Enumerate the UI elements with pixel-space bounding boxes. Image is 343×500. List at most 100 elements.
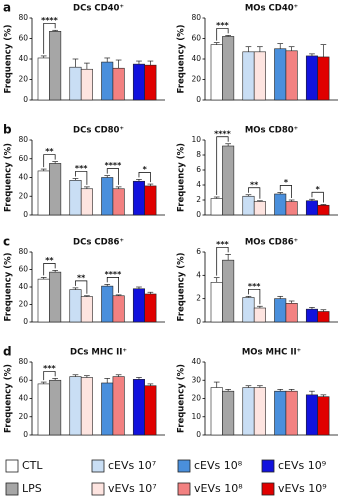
bar bbox=[37, 383, 50, 436]
bar bbox=[144, 64, 157, 101]
bar bbox=[222, 390, 235, 436]
panel-label: b bbox=[3, 123, 12, 137]
bar bbox=[112, 67, 125, 101]
y-tick-label: 80 bbox=[18, 357, 28, 366]
y-tick-label: 20 bbox=[18, 191, 28, 200]
y-tick-label: 80 bbox=[18, 13, 28, 22]
bar bbox=[80, 68, 93, 101]
bar bbox=[210, 44, 223, 101]
legend-label: CTL bbox=[22, 459, 43, 472]
bar bbox=[112, 295, 125, 323]
bar bbox=[242, 387, 255, 436]
bar bbox=[242, 51, 255, 101]
legend-swatch bbox=[91, 459, 105, 473]
bar bbox=[69, 289, 82, 323]
bar bbox=[101, 382, 114, 436]
bar bbox=[101, 285, 114, 323]
bar bbox=[317, 56, 330, 101]
legend-label: vEVs 10⁸ bbox=[194, 482, 243, 495]
y-tick-label: 20 bbox=[191, 394, 201, 403]
y-tick-label: 10 bbox=[191, 412, 201, 421]
bar bbox=[132, 379, 145, 436]
legend-swatch bbox=[91, 482, 105, 496]
y-tick-label: 60 bbox=[18, 265, 28, 274]
y-tick-label: 0 bbox=[23, 430, 28, 439]
bar bbox=[80, 296, 93, 323]
bar bbox=[253, 201, 266, 216]
bar bbox=[210, 282, 223, 323]
bar bbox=[274, 390, 287, 436]
y-axis-label: Frequency (%) bbox=[4, 24, 14, 93]
y-axis-label: Frequency (%) bbox=[177, 24, 187, 93]
bar bbox=[49, 163, 62, 216]
significance-bracket bbox=[43, 263, 56, 276]
chart-title: DCs CD40⁺ bbox=[73, 4, 124, 14]
y-tick-label: 40 bbox=[18, 394, 28, 403]
legend-swatch bbox=[261, 482, 275, 496]
bar bbox=[210, 198, 223, 216]
bar bbox=[210, 387, 223, 436]
bar bbox=[274, 48, 287, 101]
bar bbox=[285, 50, 298, 101]
bar bbox=[242, 297, 255, 323]
y-axis-label: Frequency (%) bbox=[4, 364, 14, 433]
bar bbox=[222, 145, 235, 216]
significance-bracket bbox=[43, 371, 56, 381]
bar bbox=[317, 396, 330, 436]
legend-label: LPS bbox=[22, 482, 42, 495]
y-tick-label: 6 bbox=[196, 247, 201, 256]
y-tick-label: 10 bbox=[191, 135, 201, 144]
legend-swatch bbox=[177, 459, 191, 473]
panel-label: d bbox=[3, 345, 12, 359]
y-tick-label: 20 bbox=[18, 75, 28, 84]
bar bbox=[101, 177, 114, 216]
significance-bracket bbox=[216, 246, 229, 276]
y-tick-label: 40 bbox=[191, 54, 201, 63]
bar bbox=[144, 293, 157, 323]
significance-label: ** bbox=[77, 273, 86, 282]
significance-label: * bbox=[143, 165, 148, 174]
significance-label: *** bbox=[43, 364, 56, 373]
bar bbox=[274, 298, 287, 323]
bar bbox=[317, 311, 330, 323]
bar bbox=[274, 193, 287, 216]
y-tick-label: 0 bbox=[23, 210, 28, 219]
significance-label: **** bbox=[214, 129, 232, 138]
bar bbox=[305, 55, 318, 101]
y-tick-label: 4 bbox=[196, 180, 201, 189]
bar bbox=[144, 185, 157, 216]
y-tick-label: 0 bbox=[196, 95, 201, 104]
legend-swatch bbox=[5, 459, 19, 473]
bar bbox=[285, 390, 298, 436]
y-tick-label: 2 bbox=[196, 294, 201, 303]
bar bbox=[37, 170, 50, 216]
bar bbox=[112, 376, 125, 436]
y-tick-label: 0 bbox=[23, 317, 28, 326]
bar bbox=[222, 36, 235, 101]
significance-label: *** bbox=[248, 282, 261, 291]
y-axis-label: Frequency (%) bbox=[4, 252, 14, 321]
panel-label: a bbox=[3, 1, 11, 15]
bar bbox=[285, 201, 298, 216]
significance-label: *** bbox=[216, 240, 229, 249]
y-tick-label: 40 bbox=[18, 173, 28, 182]
significance-bracket bbox=[106, 277, 119, 293]
legend-swatch bbox=[261, 459, 275, 473]
significance-label: * bbox=[316, 185, 321, 194]
y-axis-label: Frequency (%) bbox=[4, 143, 14, 212]
y-tick-label: 4 bbox=[196, 270, 201, 279]
legend-swatch bbox=[177, 482, 191, 496]
significance-bracket bbox=[75, 280, 88, 294]
y-tick-label: 2 bbox=[196, 195, 201, 204]
significance-bracket bbox=[216, 136, 229, 195]
y-tick-label: 6 bbox=[196, 165, 201, 174]
bar bbox=[253, 387, 266, 436]
bar bbox=[144, 385, 157, 436]
y-axis-label: Frequency (%) bbox=[177, 143, 187, 212]
bar bbox=[253, 51, 266, 101]
significance-label: **** bbox=[41, 16, 59, 25]
significance-bracket bbox=[43, 22, 56, 54]
significance-bracket bbox=[248, 187, 261, 199]
chart-title: DCs CD80⁺ bbox=[73, 126, 124, 136]
y-tick-label: 0 bbox=[23, 95, 28, 104]
